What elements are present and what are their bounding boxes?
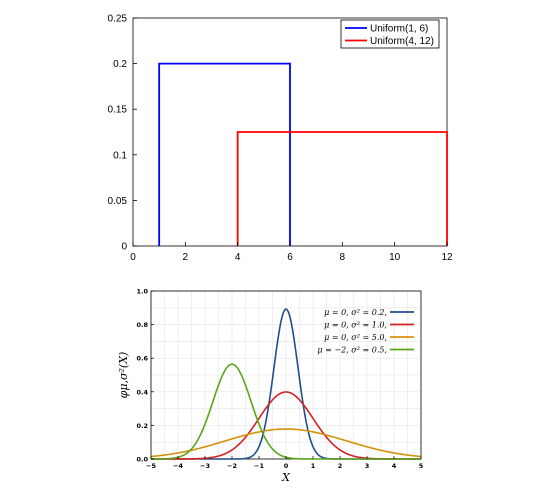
uniform-x-tick-label: 12 — [441, 252, 453, 263]
normal-x-tick-label: 4 — [392, 462, 397, 470]
normal-y-tick-label: 0.8 — [136, 321, 148, 329]
normal-legend-label: μ = 0, σ² = 1.0, — [324, 321, 387, 330]
normal-x-tick-label: 0 — [284, 462, 289, 470]
normal-y-tick-label: 0.2 — [136, 422, 148, 430]
normal-x-tick-label: −1 — [254, 462, 264, 470]
uniform-y-tick-label: 0.05 — [108, 196, 128, 207]
normal-y-tick-label: 1.0 — [136, 288, 148, 296]
normal-x-axis-label: X — [281, 471, 291, 484]
normal-legend-label: μ = 0, σ² = 0.2, — [324, 308, 387, 317]
uniform-legend-label: Uniform(4, 12) — [370, 36, 434, 47]
normal-y-tick-label: 0.0 — [136, 456, 148, 464]
normal-x-tick-label: 3 — [365, 462, 370, 470]
normal-series-curve-2 — [150, 428, 422, 458]
uniform-x-tick-label: 0 — [130, 252, 136, 263]
uniform-x-tick-label: 2 — [183, 252, 189, 263]
normal-y-tick-label: 0.6 — [136, 355, 148, 363]
uniform-y-tick-label: 0 — [121, 242, 127, 253]
uniform-y-tick-label: 0.25 — [108, 14, 128, 25]
normal-x-tick-label: −4 — [173, 462, 183, 470]
uniform-series-line-0 — [158, 62, 291, 246]
uniform-x-tick-label: 10 — [389, 252, 401, 263]
uniform-x-tick-label: 8 — [340, 252, 346, 263]
normal-chart: −5 −4 −3 −2 −1 0 1 2 3 4 5 0.0 0.2 0.4 0.6 0.8 1.0 μ = 0… — [117, 288, 424, 485]
uniform-legend-box — [340, 19, 440, 49]
uniform-y-tick-label: 0.1 — [113, 150, 127, 161]
normal-x-tick-label: −3 — [200, 462, 210, 470]
normal-legend-label: μ = 0, σ² = 5.0, — [324, 333, 387, 342]
uniform-x-tick-label: 4 — [235, 252, 241, 263]
normal-y-tick-label: 0.4 — [136, 388, 148, 396]
uniform-x-tick-label: 6 — [287, 252, 293, 263]
uniform-series-line-1 — [236, 131, 448, 246]
normal-x-tick-label: 2 — [338, 462, 343, 470]
normal-x-tick-label: −2 — [227, 462, 237, 470]
uniform-legend-label: Uniform(1, 6) — [370, 24, 428, 35]
uniform-y-tick-label: 0.2 — [113, 59, 127, 70]
normal-x-tick-label: 5 — [419, 462, 424, 470]
uniform-y-tick-label: 0.15 — [108, 105, 128, 116]
normal-y-axis-label: φμ,σ²(X) — [117, 352, 130, 399]
normal-legend-label: μ = −2, σ² = 0.5, — [317, 346, 387, 355]
normal-x-tick-label: −5 — [146, 462, 156, 470]
normal-x-tick-label: 1 — [311, 462, 316, 470]
uniform-chart: 0 2 4 6 8 10 12 0 0.05 0.1 0.15 0.2 0.25 Uniform(1, … — [108, 14, 453, 264]
